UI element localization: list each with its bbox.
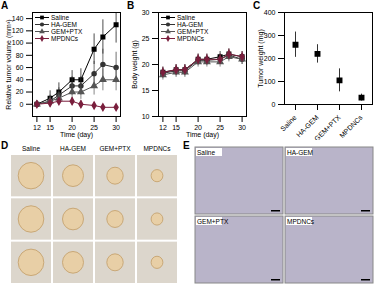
svg-text:HA-GEM: HA-GEM [60, 145, 86, 152]
svg-text:140: 140 [12, 15, 24, 22]
svg-text:20: 20 [68, 124, 76, 132]
svg-text:GEM+PTX: GEM+PTX [99, 145, 131, 152]
svg-text:20: 20 [142, 61, 150, 68]
svg-text:60: 60 [16, 64, 24, 71]
svg-text:Body weight (g): Body weight (g) [131, 40, 139, 89]
html-text:GEM+PTX: GEM+PTX [51, 28, 83, 35]
svg-text:HA-GEM: HA-GEM [287, 149, 313, 156]
svg-text:Tumor weight (mg): Tumor weight (mg) [257, 29, 265, 87]
svg-text:MPDNCs: MPDNCs [143, 145, 171, 152]
svg-text:30: 30 [112, 124, 120, 131]
svg-text:MPDNCs: MPDNCs [287, 218, 315, 225]
svg-text:25: 25 [142, 35, 150, 42]
svg-text:200: 200 [264, 55, 276, 62]
html-text:MPDNCs: MPDNCs [51, 35, 79, 42]
svg-text:10: 10 [142, 113, 150, 120]
svg-text:Relative tumor volume (mm³): Relative tumor volume (mm³) [5, 19, 13, 109]
svg-text:12: 12 [159, 124, 167, 131]
svg-text:25: 25 [216, 124, 224, 132]
svg-text:0: 0 [20, 101, 24, 108]
svg-text:Saline: Saline [22, 145, 40, 152]
svg-text:Saline: Saline [279, 114, 298, 133]
svg-text:20: 20 [194, 124, 202, 132]
svg-text:GEM+PTX: GEM+PTX [197, 218, 229, 225]
html-text:MPDNCs: MPDNCs [177, 35, 205, 42]
html-text:Saline: Saline [177, 14, 196, 21]
html-text:HA-GEM: HA-GEM [51, 21, 77, 28]
svg-text:80: 80 [16, 52, 24, 59]
svg-text:400: 400 [264, 9, 276, 16]
svg-text:Saline: Saline [197, 149, 215, 156]
html-text:B: B [127, 0, 135, 11]
svg-text:30: 30 [238, 124, 246, 131]
html-text:A: A [1, 0, 9, 11]
svg-text:40: 40 [16, 76, 24, 83]
svg-text:15: 15 [46, 124, 54, 131]
svg-text:Time (day): Time (day) [186, 131, 219, 139]
html-text:HA-GEM: HA-GEM [177, 21, 203, 28]
svg-text:20: 20 [16, 88, 24, 95]
html-text:C: C [253, 0, 261, 11]
svg-text:GEM+PTX: GEM+PTX [313, 113, 342, 140]
svg-text:25: 25 [90, 124, 98, 132]
html-text:D: D [1, 140, 9, 151]
svg-text:Time (day): Time (day) [60, 131, 93, 139]
svg-text:300: 300 [264, 32, 276, 39]
html-text:GEM+PTX: GEM+PTX [177, 28, 209, 35]
svg-text:15: 15 [142, 87, 150, 94]
html-text:Saline: Saline [51, 14, 70, 21]
svg-text:120: 120 [12, 27, 24, 34]
svg-text:12: 12 [33, 124, 41, 131]
svg-text:MPDNCs: MPDNCs [338, 113, 364, 139]
html-text:E: E [183, 140, 190, 151]
svg-text:15: 15 [172, 124, 180, 131]
svg-text:100: 100 [12, 39, 24, 46]
svg-text:0: 0 [272, 101, 276, 108]
svg-text:30: 30 [142, 9, 150, 16]
svg-text:100: 100 [264, 78, 276, 85]
svg-text:HA-GEM: HA-GEM [295, 113, 320, 139]
